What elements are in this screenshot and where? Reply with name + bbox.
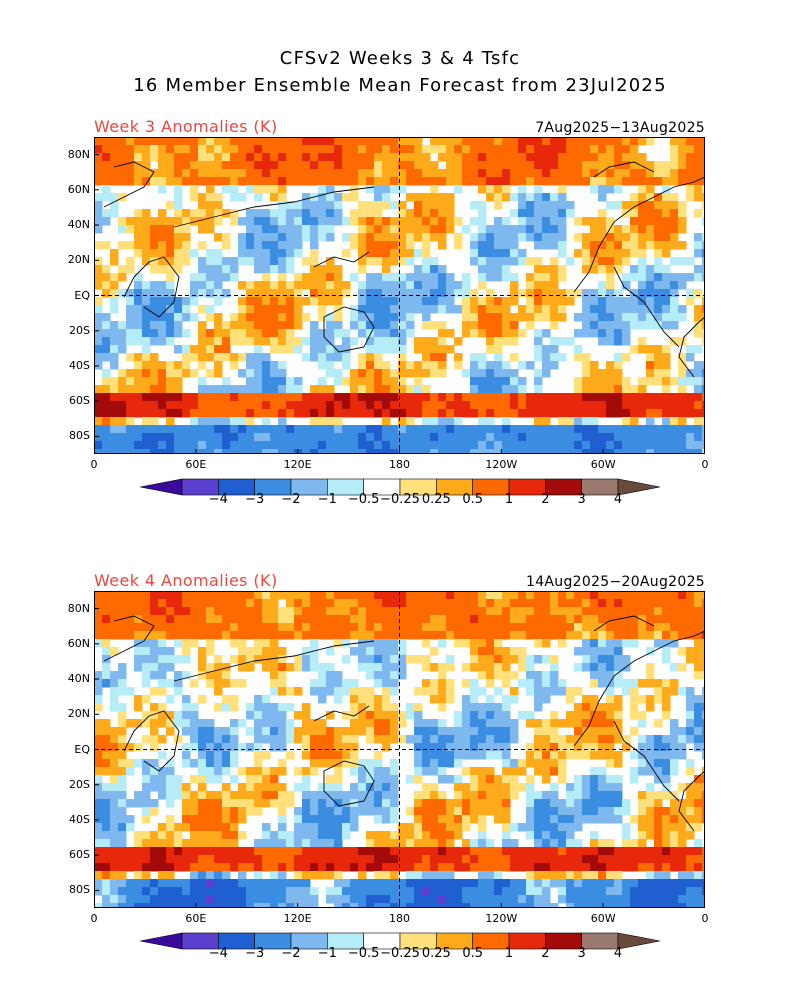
colorbar-label: 2 [541,492,550,507]
lat-label: 80N [67,601,90,615]
colorbar-label: 3 [577,492,586,507]
panel-1-anomaly-map [94,137,705,454]
coastline [573,630,705,747]
colorbar-label: −4 [208,492,228,507]
colorbar-label: −0.25 [380,492,420,507]
coastline [313,251,370,268]
lat-label: 60N [67,182,90,196]
lon-label: 60W [590,912,616,925]
lon-label: 0 [701,912,709,925]
panel-2-colorbar [140,932,660,950]
coastline [613,266,680,348]
coastline [593,161,655,178]
colorbar-label: 0.25 [421,946,451,961]
coastline [123,710,180,772]
lat-label: 40N [67,672,90,686]
colorbar-label: 4 [613,946,623,961]
lon-label: 120E [283,458,312,471]
lon-label: 0 [90,912,98,925]
colorbar-label: −1 [317,946,337,961]
panel-1-colorbar [140,478,660,496]
panel-1-date-range: 7Aug2025−13Aug2025 [535,120,705,136]
lon-label: 60W [590,458,616,471]
lon-label: 0 [90,458,98,471]
lat-label: 20N [67,253,90,267]
title-line-2: 16 Member Ensemble Mean Forecast from 23… [133,75,667,96]
lat-label: 40N [67,218,90,232]
lon-label: 180 [389,458,410,471]
title-line-1: CFSv2 Weeks 3 & 4 Tsfc [279,48,521,69]
lat-label: 40S [69,358,90,372]
panel-2-anomaly-map [94,591,705,908]
coastline [103,615,155,662]
lat-label: EQ [74,288,90,302]
lon-label: 180 [389,912,410,925]
lat-label: 20N [67,707,90,721]
lon-label: 120E [283,912,312,925]
colorbar-max-arrow [617,932,660,950]
coastline [678,770,705,832]
lat-label: 80S [69,883,90,897]
lon-label: 60E [185,458,207,471]
panel-2-date-range: 14Aug2025−20Aug2025 [526,574,705,590]
lat-label: 20S [69,777,90,791]
colorbar-label: 4 [613,492,623,507]
anomaly-cells [94,591,705,908]
colorbar-min-arrow [140,932,183,950]
colorbar-label: 2 [541,946,550,961]
colorbar-label: −0.5 [347,946,380,961]
lat-label: 80N [67,147,90,161]
coastline [323,760,375,807]
coastline [123,256,180,318]
lat-label: 40S [69,812,90,826]
lat-label: 60S [69,394,90,408]
coastline [313,705,370,722]
colorbar-max-arrow [617,478,660,496]
colorbar-label: 0.25 [421,492,451,507]
coastline [678,316,705,378]
colorbar-label: −3 [245,492,265,507]
colorbar-label: 0.5 [462,946,483,961]
coastline [173,640,375,682]
colorbar-label: 0.5 [462,492,483,507]
coastline [593,615,655,632]
lon-label: 0 [701,458,709,471]
lat-label: 60S [69,848,90,862]
lat-label: 80S [69,429,90,443]
lon-label: 120W [485,912,518,925]
anomaly-cells [94,137,705,454]
coastline [573,176,705,293]
colorbar-label: −0.5 [347,492,380,507]
lat-label: EQ [74,742,90,756]
coastline [323,306,375,353]
coastline [613,720,680,802]
colorbar-label: 1 [504,946,514,961]
colorbar-label: −0.25 [380,946,420,961]
colorbar-label: −2 [281,946,301,961]
colorbar-label: −4 [208,946,228,961]
coastline [103,161,155,208]
coastline [173,186,375,228]
panel-1-title: Week 3 Anomalies (K) [94,117,278,136]
colorbar-min-arrow [140,478,183,496]
colorbar-label: −3 [245,946,265,961]
lat-label: 60N [67,636,90,650]
colorbar-label: 1 [504,492,514,507]
lon-label: 60E [185,912,207,925]
colorbar-label: −1 [317,492,337,507]
lat-label: 20S [69,323,90,337]
colorbar-label: −2 [281,492,301,507]
colorbar-label: 3 [577,946,586,961]
lon-label: 120W [485,458,518,471]
panel-2-title: Week 4 Anomalies (K) [94,571,278,590]
